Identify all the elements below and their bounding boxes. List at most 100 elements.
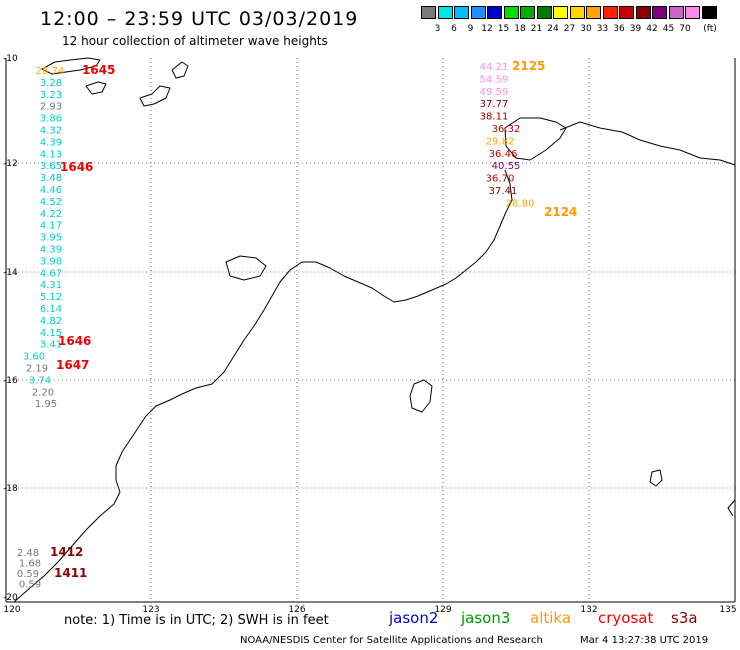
legend-swatch (668, 6, 684, 19)
wave-height-value: 28.80 (506, 198, 535, 209)
y-tick-label: -12 (3, 159, 18, 169)
wave-height-value: 3.98 (40, 256, 62, 267)
wave-height-value: 37.41 (489, 186, 518, 197)
legend-swatch (553, 6, 568, 19)
track-time-label: 1411 (54, 566, 87, 580)
wave-height-value: 3.95 (40, 233, 62, 244)
x-tick-label: 132 (580, 605, 597, 615)
track-time-label: 2125 (512, 59, 545, 73)
wave-height-value: 4.15 (40, 328, 62, 339)
legend-swatch (569, 6, 585, 19)
legend-swatch (536, 6, 552, 19)
wave-height-value: 3.60 (23, 352, 45, 363)
wave-height-value: 3.48 (40, 173, 62, 184)
wave-height-value: 4.39 (40, 245, 62, 256)
wave-height-value: 36.46 (489, 149, 518, 160)
legend-tick-label: 18 (514, 24, 526, 34)
map-frame (5, 58, 736, 603)
x-tick-label: 129 (434, 605, 451, 615)
track-time-label: 1645 (82, 63, 115, 77)
wave-height-value: 3.86 (40, 114, 62, 125)
altimeter-tracks: 28.743.283.232.933.864.324.394.133.653.4… (17, 59, 578, 591)
wave-height-value: 2.48 (17, 548, 39, 559)
y-tick-label: -20 (3, 593, 18, 603)
legend-swatch (652, 6, 667, 19)
coast-australia-north (13, 169, 513, 603)
wave-height-value: 49.59 (480, 87, 509, 98)
satellite-name: altika (530, 609, 572, 627)
wave-height-value: 1.68 (19, 559, 41, 570)
x-tick-label: 126 (288, 605, 305, 615)
wave-height-value: 44.21 (480, 62, 509, 73)
credit-line: NOAA/NESDIS Center for Satellite Applica… (240, 635, 543, 646)
wave-height-value: 4.52 (40, 197, 62, 208)
wave-height-value: 29.82 (486, 136, 515, 147)
satellite-name: jason3 (461, 609, 511, 627)
wave-height-value: 4.17 (40, 221, 62, 232)
generated-timestamp: Mar 4 13:27:38 UTC 2019 (580, 635, 709, 646)
wave-height-value: 37.77 (480, 99, 509, 110)
y-tick-label: -18 (3, 484, 18, 494)
x-tick-label: 120 (3, 605, 20, 615)
wave-height-value: 36.32 (492, 124, 521, 135)
legend-tick-label: 9 (467, 24, 474, 34)
legend-tick-label: 70 (679, 24, 691, 34)
legend-swatch (586, 6, 601, 19)
wave-height-value: 2.93 (40, 102, 62, 113)
legend-tick-label: 15 (497, 24, 510, 34)
legend-tick-label: 36 (613, 24, 625, 34)
lat-lon-grid (6, 58, 735, 602)
legend-tick-label: 42 (646, 24, 658, 34)
wave-height-value: 3.65 (40, 161, 62, 172)
track-time-label: 1646 (60, 160, 93, 174)
island-small-2 (171, 61, 189, 79)
wave-height-value: 3.74 (29, 375, 51, 386)
legend-tick-label: 6 (451, 24, 457, 34)
island-groote (409, 379, 433, 413)
wave-height-value: 6.14 (40, 304, 62, 315)
wave-height-value: 1.95 (35, 399, 57, 410)
wave-height-value: 4.46 (40, 185, 62, 196)
y-tick-label: -14 (3, 268, 18, 278)
legend-swatch (437, 6, 453, 19)
legend-tick-label: 45 (662, 24, 675, 34)
wave-height-value: 54.59 (480, 74, 509, 85)
coast-top-right (559, 121, 736, 166)
x-tick-label: 123 (142, 605, 159, 615)
legend-unit-label: (ft) (703, 24, 717, 34)
wave-height-value: 4.67 (40, 268, 62, 279)
track-time-label: 1646 (58, 334, 91, 348)
wave-height-value: 4.82 (40, 316, 62, 327)
wave-height-value: 2.19 (26, 364, 48, 375)
coast-east-edge (727, 499, 736, 517)
satellite-name: cryosat (598, 609, 654, 627)
island-small-1 (85, 81, 107, 95)
track-time-label: 1412 (50, 545, 83, 559)
wave-height-value: 3.23 (40, 90, 62, 101)
satellite-name: s3a (671, 609, 698, 627)
wave-height-value: 38.11 (480, 112, 509, 123)
legend-tick-label: 24 (547, 24, 559, 34)
footer-note: note: 1) Time is in UTC; 2) SWH is in fe… (64, 613, 329, 628)
legend-swatch (619, 6, 634, 19)
x-tick-label: 135 (719, 605, 736, 615)
page-title: 12:00 – 23:59 UTC 03/03/2019 (40, 8, 359, 30)
island-melville (225, 255, 267, 281)
legend-swatch (701, 6, 717, 19)
coastline (13, 57, 736, 603)
island-timor (41, 57, 101, 75)
wave-height-value: 3.41 (40, 340, 62, 351)
legend-tick-label: 27 (563, 24, 576, 34)
wave-height-value: 28.74 (36, 66, 65, 77)
satellite-name: jason2 (389, 609, 439, 627)
wave-height-value: 5.12 (40, 292, 62, 303)
wave-height-value: 4.32 (40, 126, 62, 137)
legend-swatch (520, 6, 535, 19)
legend-swatch (421, 6, 436, 19)
wave-height-value: 4.22 (40, 209, 62, 220)
wave-height-value: 4.31 (40, 280, 62, 291)
legend-swatch (454, 6, 469, 19)
legend-swatch (635, 6, 651, 19)
legend-tick-label: 3 (434, 24, 441, 34)
